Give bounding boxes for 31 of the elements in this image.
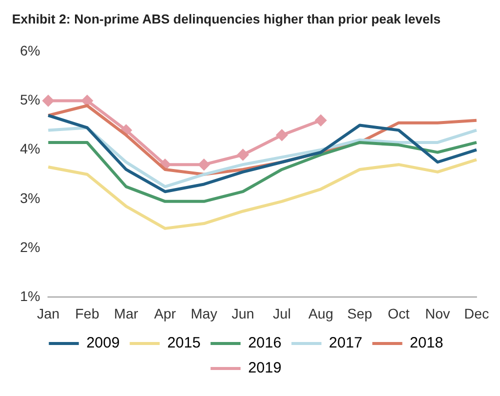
point	[198, 159, 210, 170]
x-tick-label: Jan	[36, 305, 60, 322]
x-tick-label: Nov	[425, 305, 450, 322]
point	[82, 95, 93, 106]
x-tick-label: May	[190, 305, 218, 322]
legend-label: 2019	[248, 360, 282, 377]
x-tick-label: Sep	[347, 305, 372, 322]
legend-label: 2018	[410, 334, 444, 352]
y-tick-label: 5%	[20, 92, 40, 108]
point	[276, 130, 288, 141]
legend-label: 2017	[328, 334, 362, 352]
point	[315, 114, 326, 126]
x-tick-label: Mar	[114, 305, 138, 322]
y-tick-label: 3%	[20, 190, 40, 206]
x-tick-label: Jun	[232, 305, 254, 322]
x-tick-label: Oct	[388, 305, 410, 322]
y-tick-label: 6%	[20, 42, 40, 58]
x-tick-label: Jul	[272, 305, 291, 322]
y-tick-label: 1%	[20, 288, 40, 304]
x-tick-label: Dec	[464, 305, 490, 322]
legend-label: 2016	[248, 334, 282, 352]
x-tick-label: Apr	[154, 305, 176, 322]
x-tick-label: Aug	[308, 305, 334, 322]
y-tick-label: 2%	[20, 238, 40, 255]
point	[42, 95, 54, 106]
chart-title: Exhibit 2: Non-prime ABS delinquencies higher than prior peak levels	[12, 11, 441, 26]
y-tick-label: 4%	[20, 140, 40, 157]
x-tick-label: Feb	[75, 305, 100, 322]
legend-label: 2009	[86, 334, 120, 352]
legend-label: 2015	[167, 334, 201, 352]
point	[237, 149, 248, 160]
